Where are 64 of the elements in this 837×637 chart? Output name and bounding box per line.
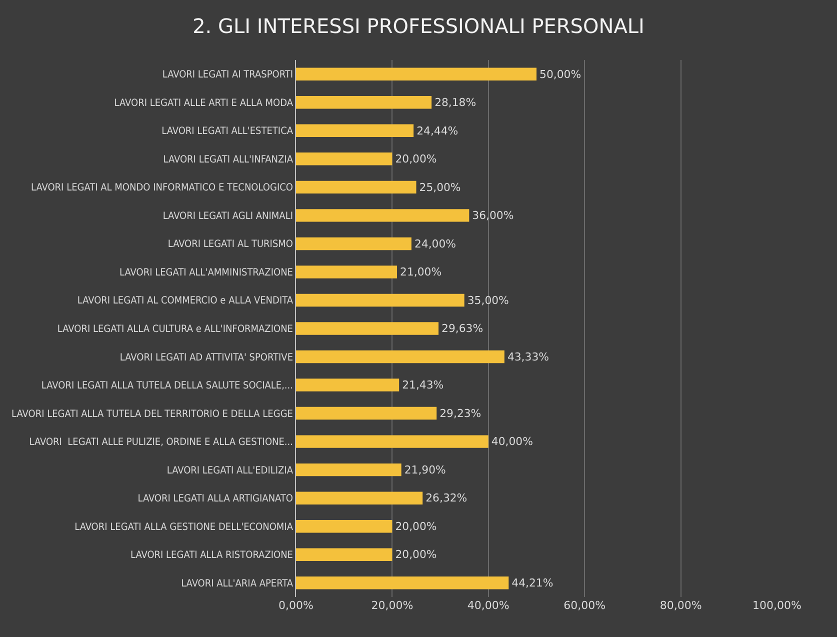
data-label: 50,00% — [540, 68, 582, 81]
bar — [296, 266, 398, 278]
data-label: 20,00% — [395, 548, 437, 562]
x-tick-label: 0,00% — [278, 599, 314, 612]
bar — [296, 463, 402, 476]
y-tick-label: LAVORI LEGATI AL MONDO INFORMATICO E TECNOLOGICO — [31, 182, 293, 194]
data-label: 43,33% — [507, 350, 549, 364]
data-label: 20,00% — [395, 152, 437, 166]
y-tick-label: LAVORI LEGATI ALL'EDILIZIA — [166, 465, 294, 476]
bar — [296, 180, 416, 194]
y-tick-label: LAVORI LEGATI AI TRASPORTI — [162, 70, 293, 81]
bar — [296, 350, 504, 364]
y-tick-label: LAVORI LEGATI ALLA TUTELA DELLA SALUTE SOCIALE,... — [41, 380, 293, 392]
bar — [296, 548, 392, 561]
bar — [296, 435, 488, 448]
data-label: 26,32% — [426, 492, 468, 505]
x-tick-label: 20,00% — [371, 599, 414, 612]
data-label: 24,00% — [414, 237, 456, 250]
bar — [296, 520, 392, 533]
data-label: 24,44% — [416, 124, 458, 138]
chart-title: 2. GLI INTERESSI PROFESSIONALI PERSONALI — [192, 14, 644, 38]
y-tick-label: LAVORI LEGATI AGLI ANIMALI — [162, 210, 293, 222]
data-label: 44,21% — [512, 576, 554, 590]
y-tick-label: LAVORI LEGATI ALLA RISTORAZIONE — [130, 550, 294, 562]
y-tick-label: LAVORI LEGATI AL COMMERCIO e ALLA VENDITA — [77, 296, 294, 307]
y-tick-label: LAVORI LEGATI ALL'INFANZIA — [163, 154, 294, 166]
bar — [296, 96, 432, 109]
bar — [296, 378, 400, 392]
y-tick-label: LAVORI LEGATI AL TURISMO — [168, 239, 293, 250]
data-label: 29,63% — [442, 322, 484, 336]
y-tick-label: LAVORI LEGATI AD ATTIVITA' SPORTIVE — [120, 352, 294, 364]
bar — [296, 406, 437, 420]
bar — [296, 576, 509, 590]
data-label: 21,43% — [402, 378, 444, 392]
data-label: 36,00% — [472, 209, 514, 222]
x-tick-label: 80,00% — [660, 599, 702, 612]
bar — [296, 294, 464, 307]
x-tick-label: 100,00% — [752, 599, 802, 612]
y-tick-label: LAVORI LEGATI ALLA ARTIGIANATO — [138, 494, 293, 505]
bar — [296, 492, 423, 504]
data-label: 29,23% — [440, 406, 482, 420]
data-label: 35,00% — [467, 294, 509, 307]
y-tick-label: LAVORI LEGATI ALL'AMMINISTRAZIONE — [120, 267, 294, 278]
bar — [296, 237, 412, 250]
y-tick-label: LAVORI LEGATI ALLA TUTELA DEL TERRITORIO E DELLA LEGGE — [12, 408, 294, 420]
y-tick-label: LAVORI LEGATI ALLA CULTURA e ALL'INFORMAZIONE — [57, 324, 294, 335]
x-tick-label: 60,00% — [564, 599, 606, 612]
bar — [296, 209, 470, 222]
bar — [296, 68, 536, 80]
bar — [296, 124, 414, 138]
y-tick-label: LAVORI ALL'ARIA APERTA — [181, 578, 294, 590]
y-tick-label: LAVORI LEGATI ALL'ESTETICA — [162, 126, 294, 138]
y-tick-label: LAVORI LEGATI ALLA GESTIONE DELL'ECONOMIA — [74, 522, 294, 533]
data-label: 40,00% — [491, 435, 533, 448]
y-tick-label: LAVORI LEGATI ALLE PULIZIE, ORDINE E ALLA GESTIONE... — [29, 437, 293, 448]
x-tick-label: 40,00% — [467, 599, 510, 612]
bar — [296, 322, 439, 335]
data-label: 21,00% — [400, 266, 442, 279]
data-label: 25,00% — [419, 180, 461, 194]
bar — [296, 152, 392, 166]
data-label: 20,00% — [395, 520, 437, 533]
data-label: 21,90% — [404, 463, 446, 476]
data-label: 28,18% — [434, 96, 476, 110]
y-tick-label: LAVORI LEGATI ALLE ARTI E ALLA MODA — [114, 98, 294, 109]
